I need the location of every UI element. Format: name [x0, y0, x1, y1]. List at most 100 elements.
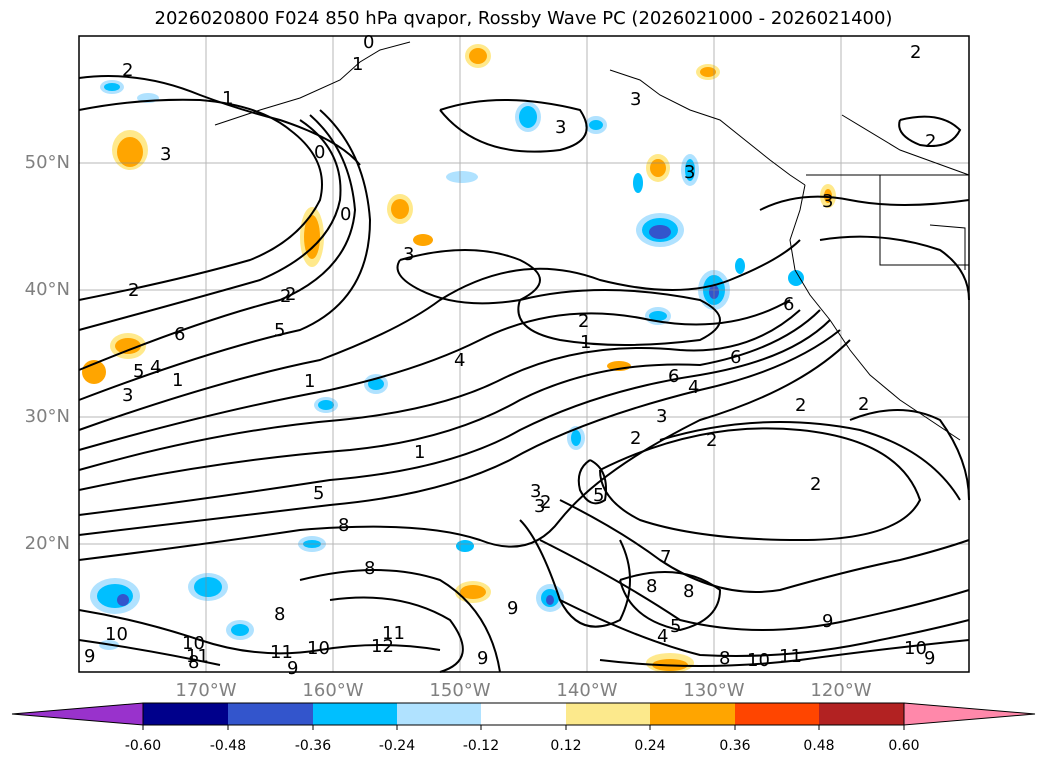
contour-labels: 2 1 0 2 3 3 6 1 0 3 2 3 0 3 2 3 2 2 1 6 … — [84, 32, 936, 679]
contour-label: 0 — [340, 204, 351, 225]
contour-label: 3 — [530, 481, 541, 502]
colorbar-tick-label: 0.60 — [888, 738, 920, 754]
contour-label: 10 — [747, 650, 770, 671]
colorbar-tick-label: -0.60 — [124, 738, 162, 754]
contour-label: 1 — [352, 54, 363, 75]
map-plot-area — [79, 36, 969, 672]
contour-label: 5 — [313, 483, 324, 504]
lon-label: 170°W — [175, 680, 237, 701]
lon-label: 130°W — [683, 680, 745, 701]
colorbar-bin — [566, 703, 650, 725]
contour-label: 11 — [382, 623, 405, 644]
contour-label: 8 — [274, 604, 285, 625]
contour-label: 0 — [314, 142, 325, 163]
contour-label: 6 — [730, 347, 741, 368]
contour-label: 8 — [646, 576, 657, 597]
colorbar-bin — [481, 703, 566, 725]
lat-label: 30°N — [24, 406, 70, 427]
contour-label: 10 — [307, 638, 330, 659]
colorbar-tick-label: -0.36 — [294, 738, 332, 754]
contour-label: 8 — [364, 558, 375, 579]
contour-label: 9 — [84, 646, 95, 667]
contour-label: 1 — [222, 88, 233, 109]
lat-label: 20°N — [24, 533, 70, 554]
contour-label: 2 — [578, 311, 589, 332]
contour-label: 8 — [719, 648, 730, 669]
contour-label: 10 — [904, 638, 927, 659]
contour-label: 4 — [657, 626, 668, 647]
contour-label: 2 — [122, 60, 133, 81]
lon-label: 120°W — [810, 680, 872, 701]
lon-label: 160°W — [302, 680, 364, 701]
contour-label: 6 — [174, 324, 185, 345]
contour-label: 9 — [287, 658, 298, 679]
contour-label: 3 — [534, 496, 545, 517]
contour-label: 9 — [924, 648, 935, 669]
colorbar-tick-label: 0.24 — [634, 738, 666, 754]
contour-label: 2 — [128, 280, 139, 301]
colorbar-bin — [143, 703, 228, 725]
contour-label: 10 — [182, 633, 205, 654]
contour-label: 3 — [630, 89, 641, 110]
contour-label: 2 — [795, 395, 806, 416]
contour-label: 10 — [105, 624, 128, 645]
map-title: 2026020800 F024 850 hPa qvapor, Rossby W… — [154, 8, 893, 29]
contour-label: 11 — [270, 642, 293, 663]
contour-label: 3 — [122, 385, 133, 406]
lat-label: 50°N — [24, 152, 70, 173]
lon-label: 150°W — [429, 680, 491, 701]
contour-label: 9 — [507, 598, 518, 619]
contour-label: 8 — [188, 652, 199, 673]
colorbar — [11, 702, 1036, 730]
lat-label: 40°N — [24, 279, 70, 300]
contour-label: 6 — [783, 294, 794, 315]
contour-label: 2 — [630, 428, 641, 449]
contour-label: 2 — [925, 131, 936, 152]
contour-label: 4 — [688, 377, 699, 398]
lon-label: 140°W — [556, 680, 618, 701]
contour-label: 9 — [822, 611, 833, 632]
contour-label: 3 — [822, 191, 833, 212]
contour-label: 3 — [684, 162, 695, 183]
colorbar-tick-label: -0.48 — [209, 738, 247, 754]
colorbar-low-extension — [11, 702, 144, 726]
contour-label: 1 — [580, 332, 591, 353]
contour-label: 4 — [150, 357, 161, 378]
contour-label: 1 — [172, 370, 183, 391]
colorbar-bin — [228, 703, 313, 725]
contour-label: 11 — [186, 646, 209, 667]
contour-label: 3 — [403, 244, 414, 265]
colorbar-bin — [735, 703, 819, 725]
colorbar-bin — [819, 703, 904, 725]
colorbar-tick-label: 0.48 — [803, 738, 835, 754]
contour-label: 5 — [670, 616, 681, 637]
colorbar-tick-label: 0.36 — [719, 738, 751, 754]
colorbar-bin — [650, 703, 735, 725]
contour-label: 3 — [160, 144, 171, 165]
contour-label: 3 — [555, 117, 566, 138]
contour-label: 5 — [593, 485, 604, 506]
contour-label: 6 — [668, 366, 679, 387]
qvapor-contours — [78, 75, 970, 673]
colorbar-tick-label: -0.24 — [378, 738, 416, 754]
contour-label: 11 — [779, 646, 802, 667]
contour-label: 9 — [477, 648, 488, 669]
contour-label: 8 — [338, 515, 349, 536]
contour-label: 2 — [285, 284, 296, 305]
contour-label: 5 — [133, 361, 144, 382]
contour-label: 2 — [910, 42, 921, 63]
contour-label: 2 — [280, 286, 291, 307]
contour-label: 12 — [371, 636, 394, 657]
contour-label: 7 — [660, 547, 671, 568]
contour-label: 8 — [683, 581, 694, 602]
contour-label: 2 — [810, 474, 821, 495]
contour-label: 5 — [274, 320, 285, 341]
colorbar-bin — [397, 703, 481, 725]
contour-label: 1 — [304, 371, 315, 392]
contour-label: 0 — [363, 32, 374, 53]
map-frame — [78, 35, 970, 673]
colorbar-high-extension — [903, 702, 1036, 726]
contour-label: 4 — [454, 350, 465, 371]
colorbar-bin — [313, 703, 397, 725]
